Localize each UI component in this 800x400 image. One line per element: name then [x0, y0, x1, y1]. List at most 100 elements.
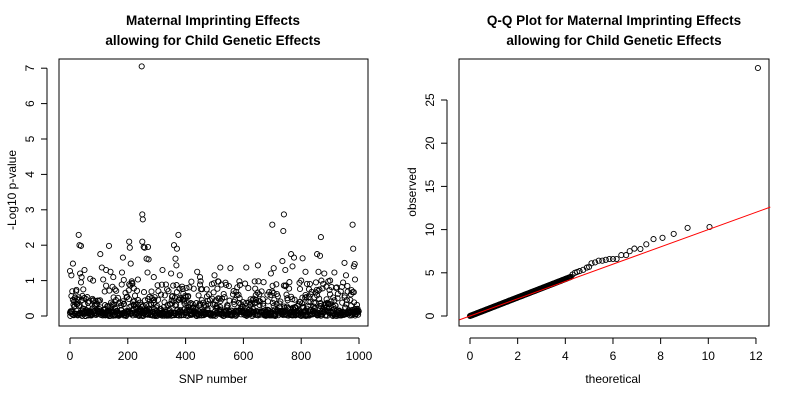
manhattan-point: [327, 277, 334, 284]
manhattan-point: [296, 285, 304, 293]
manhattan-point: [66, 267, 74, 275]
manhattan-point: [306, 280, 313, 288]
manhattan-point: [303, 293, 310, 301]
manhattan-point: [81, 266, 88, 274]
manhattan-point: [290, 254, 298, 261]
manhattan-y-tick-label: 1: [23, 277, 37, 284]
manhattan-point: [230, 288, 237, 295]
manhattan-point: [220, 290, 227, 298]
manhattan-point: [291, 296, 298, 303]
manhattan-plot-frame: [58, 58, 369, 327]
qq-y-tick-label: 10: [423, 223, 437, 237]
manhattan-point: [319, 285, 326, 292]
manhattan-point: [126, 238, 133, 245]
manhattan-point: [110, 308, 117, 315]
manhattan-point: [203, 286, 210, 293]
manhattan-point: [280, 227, 287, 235]
manhattan-point: [240, 299, 247, 306]
manhattan-point: [260, 300, 267, 307]
manhattan-point: [221, 294, 228, 301]
manhattan-point: [334, 295, 341, 302]
manhattan-point: [189, 301, 196, 308]
manhattan-point: [73, 286, 80, 293]
manhattan-point: [110, 274, 117, 281]
manhattan-point: [277, 298, 284, 305]
qq-point: [623, 252, 630, 259]
manhattan-point: [308, 288, 315, 295]
manhattan-point: [100, 276, 107, 283]
qq-y-tick-label: 20: [423, 136, 437, 150]
manhattan-point: [69, 288, 76, 295]
manhattan-point: [225, 282, 232, 290]
manhattan-point: [140, 243, 147, 251]
manhattan-point: [269, 299, 276, 306]
manhattan-point: [235, 291, 242, 298]
qq-y-tick-label: 15: [423, 179, 437, 193]
qq-point: [588, 260, 595, 267]
qq-y-tick-label: 0: [423, 312, 437, 319]
qq-point: [626, 248, 633, 255]
qq-point: [650, 236, 657, 243]
manhattan-point: [274, 293, 281, 300]
manhattan-point: [254, 262, 261, 269]
manhattan-point: [266, 289, 273, 296]
manhattan-point: [139, 216, 146, 223]
manhattan-title-line1: Maternal Imprinting Effects: [126, 13, 300, 28]
manhattan-point: [236, 295, 243, 302]
manhattan-point: [203, 293, 211, 300]
manhattan-point: [196, 274, 204, 281]
manhattan-point: [179, 283, 186, 290]
manhattan-point: [347, 296, 354, 304]
manhattan-point: [337, 288, 344, 295]
manhattan-point: [211, 272, 218, 279]
manhattan-x-tick-label: 600: [233, 349, 253, 363]
manhattan-point: [210, 289, 217, 296]
manhattan-point: [154, 282, 161, 289]
manhattan-point: [355, 308, 362, 315]
manhattan-point: [312, 279, 319, 286]
manhattan-point: [327, 291, 334, 298]
qq-y-tick-label: 5: [423, 269, 437, 276]
manhattan-point: [120, 300, 128, 307]
manhattan-point: [209, 295, 216, 302]
manhattan-point: [75, 296, 82, 304]
manhattan-point: [161, 292, 168, 299]
manhattan-point: [195, 292, 202, 299]
manhattan-point: [173, 282, 180, 289]
manhattan-point: [77, 242, 85, 249]
manhattan-point: [127, 260, 134, 267]
qq-point: [631, 245, 638, 252]
manhattan-point: [223, 281, 230, 288]
manhattan-y-tick-label: 4: [23, 171, 37, 178]
manhattan-point: [331, 269, 338, 276]
manhattan-point: [273, 281, 280, 288]
manhattan-point: [315, 268, 322, 275]
manhattan-point: [280, 211, 287, 218]
manhattan-point: [139, 238, 146, 245]
manhattan-point: [148, 288, 155, 295]
manhattan-point: [170, 282, 177, 289]
manhattan-point: [217, 304, 224, 311]
manhattan-point: [95, 297, 102, 305]
manhattan-point: [68, 272, 75, 279]
manhattan-point: [194, 268, 201, 275]
manhattan-point: [299, 300, 306, 307]
manhattan-point: [134, 276, 141, 283]
manhattan-point: [217, 264, 224, 271]
manhattan-y-tick-label: 6: [23, 100, 37, 107]
manhattan-point: [139, 211, 146, 218]
manhattan-point: [259, 296, 266, 303]
manhattan-point: [255, 278, 262, 285]
qq-plot-frame: [458, 58, 770, 327]
manhattan-point: [321, 270, 328, 277]
manhattan-point: [350, 289, 357, 296]
manhattan-point: [131, 302, 138, 309]
manhattan-point: [341, 259, 348, 266]
manhattan-x-tick-label: 1000: [346, 349, 373, 363]
manhattan-point: [186, 284, 193, 291]
manhattan-point: [279, 258, 286, 265]
manhattan-point: [126, 244, 133, 251]
manhattan-point: [351, 260, 358, 268]
manhattan-point: [138, 63, 145, 70]
